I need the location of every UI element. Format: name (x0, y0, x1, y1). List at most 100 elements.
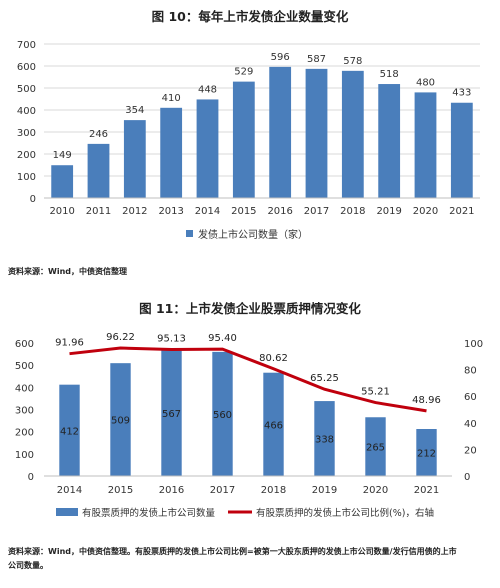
x-tick-label: 2018 (340, 206, 365, 217)
bar-2015 (232, 81, 255, 198)
y-left-tick-label: 600 (15, 339, 34, 350)
line-data-label: 95.13 (157, 333, 186, 344)
data-label: 529 (234, 67, 253, 78)
y-left-tick-label: 500 (15, 361, 34, 372)
chart1-title: 图 10：每年上市发债企业数量变化 (151, 9, 349, 24)
bar-2018 (341, 70, 364, 198)
line-data-label: 48.96 (412, 395, 441, 406)
x-tick-label: 2020 (363, 485, 388, 496)
bar-data-label: 509 (111, 416, 130, 427)
bar-data-label: 466 (264, 420, 283, 431)
chart1-legend-label: 发债上市公司数量（家） (198, 228, 308, 241)
bar-2017 (212, 351, 233, 476)
bar-2020 (365, 417, 386, 476)
chart2-source-line1: 资料来源：Wind，中债资信整理。有股票质押的发债上市公司比例=被第一大股东质押… (8, 547, 457, 556)
chart1-legend-swatch (186, 230, 193, 237)
x-tick-label: 2014 (57, 485, 82, 496)
line-data-label: 80.62 (259, 353, 288, 364)
bar-data-label: 338 (315, 435, 334, 446)
data-label: 149 (53, 150, 72, 161)
bar-2018 (263, 372, 284, 476)
x-tick-label: 2017 (210, 485, 235, 496)
line-data-label: 55.21 (361, 387, 390, 398)
bar-data-label: 560 (213, 410, 232, 421)
y-tick-label: 600 (17, 62, 36, 73)
data-label: 246 (89, 129, 108, 140)
x-tick-label: 2017 (304, 206, 329, 217)
bar-2021 (416, 429, 437, 476)
x-tick-label: 2018 (261, 485, 286, 496)
y-right-tick-label: 0 (464, 472, 470, 483)
ratio-line (69, 346, 427, 413)
data-label: 433 (452, 88, 471, 99)
bar-2015 (110, 363, 131, 476)
y-right-tick-label: 100 (464, 339, 483, 350)
x-tick-label: 2014 (195, 206, 220, 217)
bar-2016 (269, 66, 292, 198)
bar-2011 (87, 143, 110, 198)
bar-2013 (160, 107, 183, 198)
y-left-tick-label: 200 (15, 428, 34, 439)
x-tick-label: 2012 (122, 206, 147, 217)
data-label: 518 (380, 69, 399, 80)
y-tick-label: 400 (17, 106, 36, 117)
y-left-tick-label: 0 (28, 472, 34, 483)
bar-2021 (450, 102, 473, 198)
y-left-tick-label: 400 (15, 383, 34, 394)
x-tick-label: 2019 (376, 206, 401, 217)
y-tick-label: 700 (17, 40, 36, 51)
bar-data-label: 412 (60, 426, 79, 437)
y-tick-label: 100 (17, 172, 36, 183)
chart2-legend-line-label: 有股票质押的发债上市公司比例(%)，右轴 (256, 507, 434, 519)
bar-data-label: 212 (417, 449, 436, 460)
line-data-label: 65.25 (310, 373, 339, 384)
y-tick-label: 200 (17, 150, 36, 161)
x-tick-label: 2021 (449, 206, 474, 217)
data-label: 596 (271, 52, 290, 63)
bar-2017 (305, 68, 328, 198)
y-right-tick-label: 20 (464, 445, 477, 456)
data-label: 410 (162, 93, 181, 104)
chart2-source-line2: 公司数量。 (8, 561, 48, 570)
bar-2014 (196, 99, 219, 198)
line-data-label: 91.96 (55, 338, 84, 349)
y-right-tick-label: 40 (464, 419, 477, 430)
x-tick-label: 2013 (158, 206, 183, 217)
x-tick-label: 2010 (49, 206, 74, 217)
chart2-title: 图 11：上市发债企业股票质押情况变化 (139, 301, 361, 316)
chart1-svg: 149 246 354 410 448 529 596 587 578 518 480 433 0 10… (17, 40, 480, 241)
x-tick-label: 2016 (159, 485, 184, 496)
y-tick-label: 0 (30, 194, 36, 205)
chart1-source: 资料来源：Wind，中债资信整理 (8, 267, 127, 276)
line-data-label: 95.40 (208, 333, 237, 344)
chart2-svg: 412 509 567 560 466 338 265 212 91.96 96.22 95.13… (15, 332, 483, 519)
data-label: 480 (416, 77, 435, 88)
chart2-legend-bar-swatch (56, 508, 78, 516)
data-label: 354 (125, 105, 144, 116)
y-left-tick-label: 300 (15, 406, 34, 417)
bar-2014 (59, 384, 80, 476)
bar-2019 (314, 401, 335, 476)
data-label: 448 (198, 84, 217, 95)
x-tick-label: 2015 (108, 485, 133, 496)
data-label: 587 (307, 54, 326, 65)
x-tick-label: 2011 (86, 206, 111, 217)
y-right-tick-label: 80 (464, 366, 477, 377)
y-tick-label: 500 (17, 84, 36, 95)
bar-2010 (51, 165, 74, 198)
y-tick-label: 300 (17, 128, 36, 139)
y-right-tick-label: 60 (464, 392, 477, 403)
bar-2012 (123, 120, 146, 198)
x-tick-label: 2015 (231, 206, 256, 217)
chart2-legend-bar-label: 有股票质押的发债上市公司数量 (82, 507, 216, 519)
line-data-label: 96.22 (106, 332, 135, 343)
chart2-source: 资料来源：Wind，中债资信整理。有股票质押的发债上市公司比例=被第一大股东质押… (8, 545, 457, 573)
bar-2016 (161, 350, 182, 476)
x-tick-label: 2020 (413, 206, 438, 217)
x-tick-label: 2019 (312, 485, 337, 496)
y-left-tick-label: 100 (15, 450, 34, 461)
bar-2019 (378, 84, 401, 198)
bar-2020 (414, 92, 437, 198)
bar-data-label: 567 (162, 409, 181, 420)
bar-data-label: 265 (366, 443, 385, 454)
